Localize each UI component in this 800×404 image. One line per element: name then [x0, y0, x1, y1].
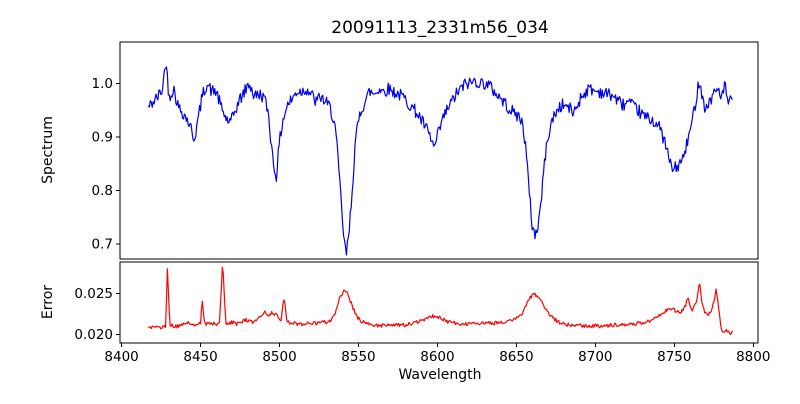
x-axis-label: Wavelength — [398, 367, 481, 383]
x-tick-label: 8700 — [578, 349, 612, 365]
spectrum-panel: 0.7 0.8 0.9 1.0 — [92, 41, 759, 260]
error-y-tick-label: 0.025 — [74, 286, 113, 302]
x-tick-label: 8600 — [420, 349, 454, 365]
x-axis-ticks: 8400 8450 8500 8550 8600 8650 8700 8750 8800 — [104, 343, 770, 365]
spectrum-line — [147, 66, 733, 256]
error-y-axis-label: Error — [40, 285, 56, 319]
spectrum-trace — [147, 66, 733, 256]
plot-title: 20091113_2331m56_034 — [331, 18, 548, 38]
x-tick-label: 8500 — [262, 349, 296, 365]
spectrum-y-tick-label: 0.8 — [92, 183, 113, 199]
spectrum-y-tick-label: 0.7 — [92, 236, 113, 252]
error-panel-border — [119, 261, 759, 344]
error-y-tick-label: 0.020 — [74, 327, 113, 343]
error-y-axis-ticks: 0.020 0.025 — [74, 286, 120, 343]
error-panel: 0.020 0.025 — [74, 261, 759, 344]
error-line — [147, 266, 733, 336]
spectrum-y-tick-label: 0.9 — [92, 129, 113, 145]
x-tick-label: 8450 — [183, 349, 217, 365]
x-tick-label: 8550 — [341, 349, 375, 365]
error-trace — [147, 266, 733, 336]
spectrum-y-axis-label: Spectrum — [40, 116, 56, 184]
x-tick-label: 8400 — [104, 349, 138, 365]
x-tick-label: 8800 — [736, 349, 770, 365]
spectrum-y-axis-ticks: 0.7 0.8 0.9 1.0 — [92, 76, 120, 252]
x-tick-label: 8750 — [657, 349, 691, 365]
x-tick-label: 8650 — [499, 349, 533, 365]
spectrum-y-tick-label: 1.0 — [92, 76, 113, 92]
spectrum-panel-border — [119, 41, 759, 260]
